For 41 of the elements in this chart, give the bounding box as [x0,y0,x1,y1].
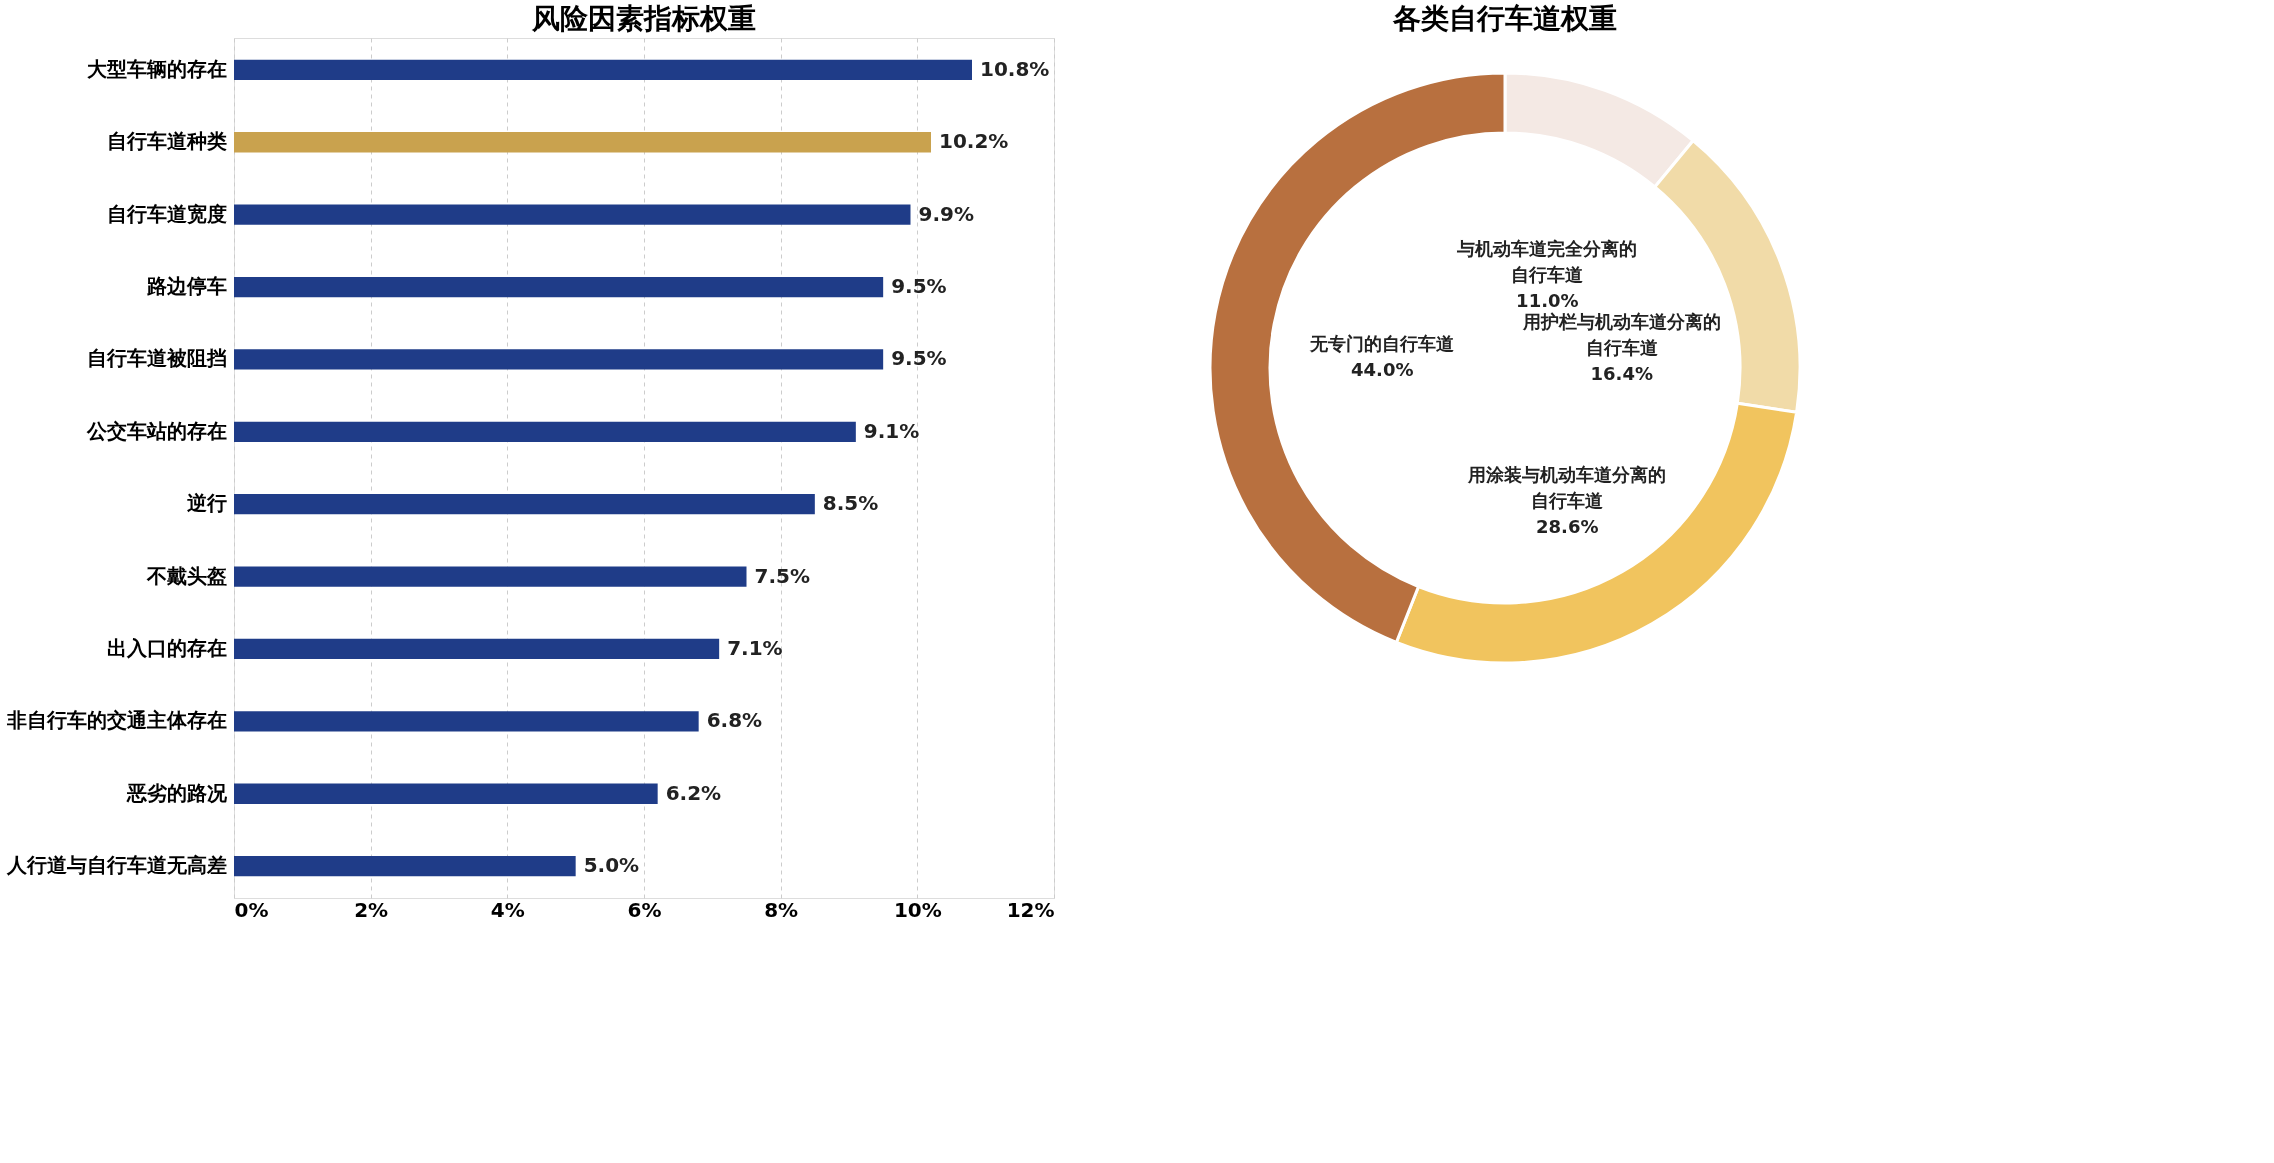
data-label: 9.5% [891,346,947,371]
data-label: 9.9% [918,201,974,226]
chart-title: 各类自行车道权重 [1392,2,1617,35]
y-tick-label: 逆行 [185,491,227,516]
data-label: 8.5% [822,491,879,516]
data-label: 6.2% [665,780,722,805]
y-tick-label: 大型车辆的存在 [86,56,227,81]
y-tick-label: 公交车站的存在 [85,418,227,443]
y-tick-label: 自行车道种类 [106,129,227,154]
y-tick-label: 不戴头盔 [145,563,227,588]
x-tick-label: 6% [627,897,662,922]
x-tick-label: 10% [893,897,942,922]
data-label: 7.1% [727,635,783,660]
data-label: 16.4% [1590,363,1654,385]
slice-label: 与机动车道完全分离的自行车道 [1456,238,1638,286]
data-label: 7.5% [754,563,810,588]
chart-title: 风险因素指标权重 [531,2,756,35]
data-label: 44.0% [1350,358,1414,380]
data-label: 11.0% [1516,290,1579,312]
y-tick-label: 人行道与自行车道无高差 [5,853,227,878]
x-tick-label: 4% [490,897,525,922]
x-tick-label: 0% [234,897,269,922]
data-label: 9.1% [863,418,920,443]
data-label: 5.0% [583,853,640,878]
y-tick-label: 非自行车的交通主体存在 [5,708,227,733]
x-tick-label: 2% [354,897,389,922]
slice-label: 用涂装与机动车道分离的自行车道 [1467,464,1667,512]
slice-label: 用护栏与机动车道分离的自行车道 [1521,311,1721,359]
slice-label: 无专门的自行车道 [1309,332,1455,354]
data-label: 28.6% [1536,516,1599,538]
data-label: 10.2% [939,129,1009,154]
data-label: 9.5% [891,274,947,299]
data-label: 6.8% [706,708,763,733]
y-tick-label: 出入口的存在 [106,635,227,660]
y-tick-label: 恶劣的路况 [125,780,228,805]
y-tick-label: 路边停车 [145,274,227,299]
x-tick-label: 12% [1006,897,1055,922]
y-tick-label: 自行车道被阻挡 [86,346,227,371]
data-label: 10.8% [980,56,1050,81]
x-tick-label: 8% [764,897,799,922]
y-tick-label: 自行车道宽度 [106,201,227,226]
